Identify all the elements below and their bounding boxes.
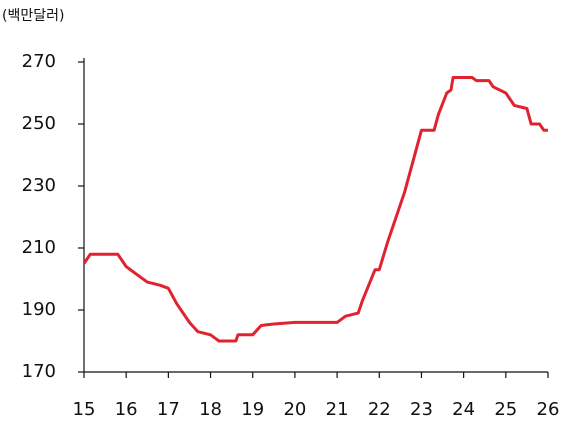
x-tick-label: 15 xyxy=(73,399,96,420)
y-tick-label: 270 xyxy=(22,51,56,72)
x-tick-label: 24 xyxy=(452,399,475,420)
x-tick-label: 18 xyxy=(199,399,222,420)
y-tick-label: 170 xyxy=(22,361,56,382)
y-tick-label: 250 xyxy=(22,113,56,134)
x-tick-label: 17 xyxy=(157,399,180,420)
x-tick-label: 21 xyxy=(326,399,349,420)
line xyxy=(82,76,548,343)
y-axis-label: (백만달러) xyxy=(2,8,64,24)
x-tick-label: 23 xyxy=(410,399,433,420)
y-tick-label: 190 xyxy=(22,299,56,320)
y-tick-label: 210 xyxy=(22,237,56,258)
x-tick-label: 25 xyxy=(494,399,517,420)
y-tick-label: 230 xyxy=(22,175,56,196)
x-tick-label: 20 xyxy=(283,399,306,420)
x-tick-label: 16 xyxy=(115,399,138,420)
x-tick-label: 19 xyxy=(241,399,264,420)
x-tick-label: 22 xyxy=(368,399,391,420)
x-tick-label: 26 xyxy=(537,399,560,420)
